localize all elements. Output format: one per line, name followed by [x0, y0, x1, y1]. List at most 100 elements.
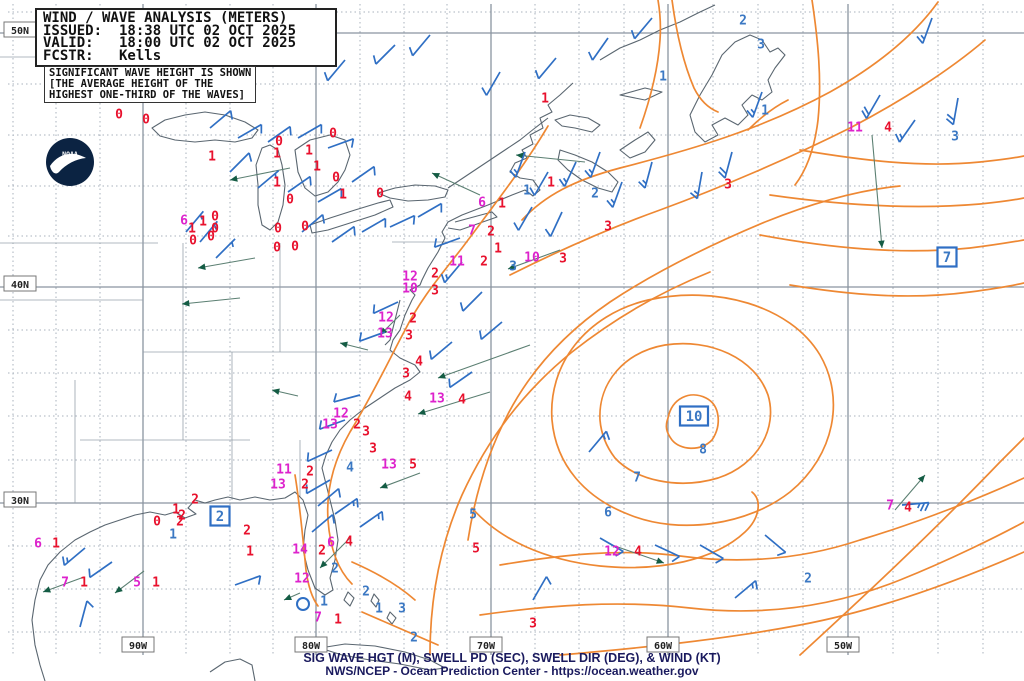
wind-barb-shaft: [331, 225, 355, 243]
swell-arrow-head: [340, 341, 348, 348]
coastline: [689, 34, 786, 143]
contour-value: 2: [591, 187, 599, 202]
wind-barb-shaft: [389, 214, 415, 228]
boxed-value-frame: [936, 246, 958, 268]
wind-barb-full-tick: [916, 35, 924, 44]
swell-period-value: 10: [402, 282, 418, 297]
swell-period-value: 5: [133, 576, 141, 591]
swell-arrow-head: [320, 560, 328, 568]
wind-barb: [287, 175, 312, 193]
graticule-label-text: 50N: [11, 26, 29, 37]
wind-barb-half-tick: [213, 224, 217, 230]
swell-arrow-head: [516, 152, 524, 159]
wind-barb-full-tick: [587, 51, 594, 61]
contour-value: 7: [633, 471, 641, 486]
wave-height-value: 1: [541, 92, 549, 107]
lake-outline: [377, 184, 449, 202]
noaa-logo-gull: [50, 153, 86, 174]
coastline: [209, 658, 256, 681]
wave-height-value: 3: [362, 425, 370, 440]
wave-height-value: 0: [332, 171, 340, 186]
issued-label: ISSUED:: [43, 22, 103, 39]
graticule-label-frame: [3, 491, 37, 508]
wind-barb: [88, 561, 113, 579]
wind-barb-shaft: [644, 161, 653, 189]
wind-barb-full-tick: [478, 330, 483, 340]
chart-title: WIND / WAVE ANALYSIS (METERS): [43, 10, 288, 26]
wave-height-contour: [361, 611, 439, 646]
wind-barb: [185, 210, 205, 233]
wave-height-value: 2: [480, 255, 488, 270]
swell-arrow-shaft: [229, 167, 291, 181]
contour-value: 1: [169, 528, 177, 543]
chart-header-box: WIND / WAVE ANALYSIS (METERS) ISSUED: 18…: [35, 8, 337, 67]
wave-height-contour: [671, 0, 719, 113]
wind-barb: [587, 37, 609, 61]
wind-barb: [317, 187, 343, 203]
caption-source-line: NWS/NCEP - Ocean Prediction Center - htt…: [325, 664, 699, 678]
noaa-logo-text: NOAA: [62, 150, 78, 158]
wind-barb: [689, 171, 703, 200]
wind-barb-half-tick: [899, 133, 903, 139]
wave-height-value: 1: [273, 176, 281, 191]
swell-arrow-head: [284, 594, 292, 601]
wind-barb: [199, 220, 219, 243]
contour-value: 6: [604, 506, 612, 521]
wind-barb-half-tick: [513, 168, 518, 174]
wave-height-value: 2: [301, 478, 309, 493]
wind-barb-shaft: [229, 152, 250, 173]
noaa-logo: NOAA: [46, 138, 94, 186]
wind-barb-full-tick: [919, 502, 926, 512]
wind-barb: [945, 97, 959, 126]
wind-barb-full-tick: [248, 152, 253, 162]
wave-height-value: 3: [402, 367, 410, 382]
wave-height-value: 0: [275, 135, 283, 150]
wave-height-value: 0: [189, 234, 197, 249]
boxed-value-text: 10: [686, 409, 703, 425]
wind-barb: [699, 544, 724, 564]
swell-arrow-shaft: [871, 134, 883, 249]
wind-barb-shaft: [375, 44, 396, 65]
wind-barb: [861, 94, 881, 119]
wave-height-value: 0: [115, 108, 123, 123]
wind-barb-shaft: [326, 59, 346, 82]
wave-height-value: 3: [405, 329, 413, 344]
wind-barb: [331, 225, 356, 243]
coastline: [554, 114, 601, 133]
wind-barb-full-tick: [630, 29, 636, 39]
wave-height-value: 2: [353, 418, 361, 433]
wind-barb-shaft: [209, 109, 232, 129]
swell-arrow-head: [272, 388, 280, 395]
coastline: [370, 593, 380, 608]
wind-barb-full-tick: [481, 87, 488, 96]
wave-height-value: 1: [339, 188, 347, 203]
wave-height-value: 0: [211, 210, 219, 225]
tropical-symbol: [296, 597, 310, 611]
wind-barb-full-tick: [638, 181, 646, 189]
wave-height-value: 0: [273, 241, 281, 256]
contour-value: 3: [509, 260, 517, 275]
wave-height-contour: [509, 39, 986, 276]
graticule-label-frame: [294, 636, 328, 653]
swell-arrow-head: [878, 240, 885, 248]
wind-barb-half-tick: [445, 274, 449, 280]
wind-barb: [478, 321, 503, 341]
wave-height-value: 4: [884, 121, 892, 136]
wind-barb-full-tick: [372, 55, 377, 65]
wind-barb-shaft: [63, 547, 86, 567]
wind-barb-full-tick: [353, 226, 356, 236]
swell-period-value: 10: [524, 251, 540, 266]
swell-period-value: 6: [327, 536, 335, 551]
wave-height-value: 0: [153, 515, 161, 530]
wind-barb-shaft: [311, 513, 334, 533]
wind-barb-full-tick: [861, 110, 868, 119]
wind-barb-shaft: [588, 430, 608, 453]
wind-barb-shaft: [485, 71, 501, 96]
wave-height-value: 5: [409, 458, 417, 473]
contour-value: 2: [739, 14, 747, 29]
wind-barb-layer: [61, 17, 959, 628]
wind-barb: [267, 125, 292, 143]
wind-barb-full-tick: [529, 187, 536, 196]
graticule-label-frame: [121, 636, 155, 653]
